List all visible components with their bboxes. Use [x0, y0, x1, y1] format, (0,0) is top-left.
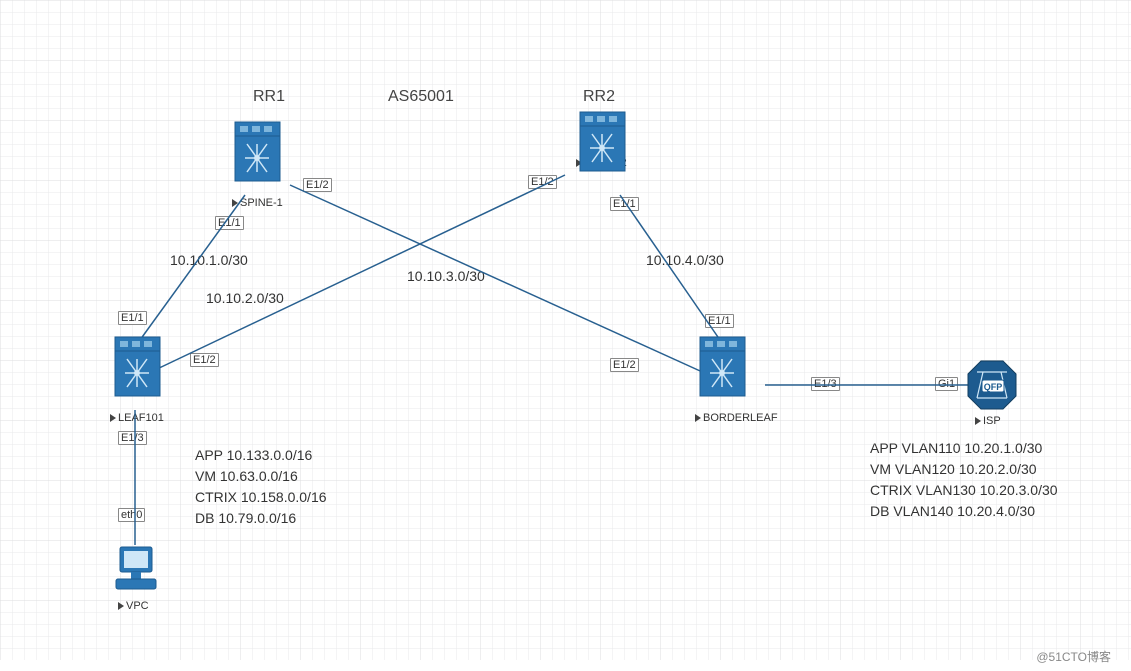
spine2-node	[575, 110, 630, 180]
topology-edges	[0, 0, 1131, 671]
isp-node: QFP	[965, 358, 1019, 412]
svg-text:QFP: QFP	[984, 382, 1003, 392]
leaf101-node	[110, 335, 165, 405]
vpc-node	[108, 542, 163, 597]
spine1-node	[230, 120, 285, 190]
borderleaf-node	[695, 335, 750, 405]
